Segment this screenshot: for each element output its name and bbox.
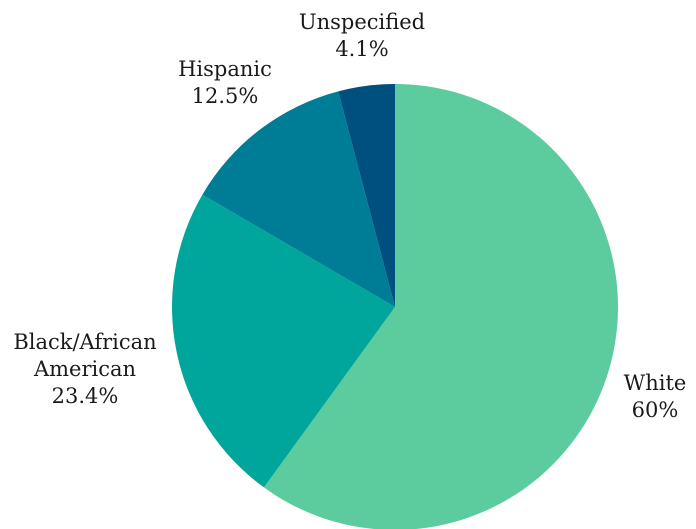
pie-slice-white xyxy=(263,84,618,529)
slice-name-label: Unspecified xyxy=(299,10,425,34)
pie-slice-hispanic xyxy=(202,91,395,307)
slice-label-hispanic: Hispanic 12.5% xyxy=(178,57,272,108)
pie-slice-black-african-american xyxy=(172,194,395,488)
slice-name-label: American xyxy=(33,357,136,381)
slice-label-white: White 60% xyxy=(624,371,687,422)
slice-value-label: 4.1% xyxy=(335,37,388,61)
slice-value-label: 12.5% xyxy=(192,84,259,108)
slice-value-label: 23.4% xyxy=(52,384,119,408)
slice-name-label: Black/African xyxy=(13,330,156,354)
pie-slice-unspecified xyxy=(338,84,395,307)
pie-labels: White 60% Black/African American 23.4% Hispan… xyxy=(13,10,686,422)
slice-name-label: White xyxy=(624,371,687,395)
slice-name-label: Hispanic xyxy=(178,57,272,81)
pie-slices xyxy=(172,84,618,529)
slice-label-unspecified: Unspecified 4.1% xyxy=(299,10,425,61)
slice-value-label: 60% xyxy=(632,398,679,422)
slice-label-black-african-american: Black/African American 23.4% xyxy=(13,330,156,408)
